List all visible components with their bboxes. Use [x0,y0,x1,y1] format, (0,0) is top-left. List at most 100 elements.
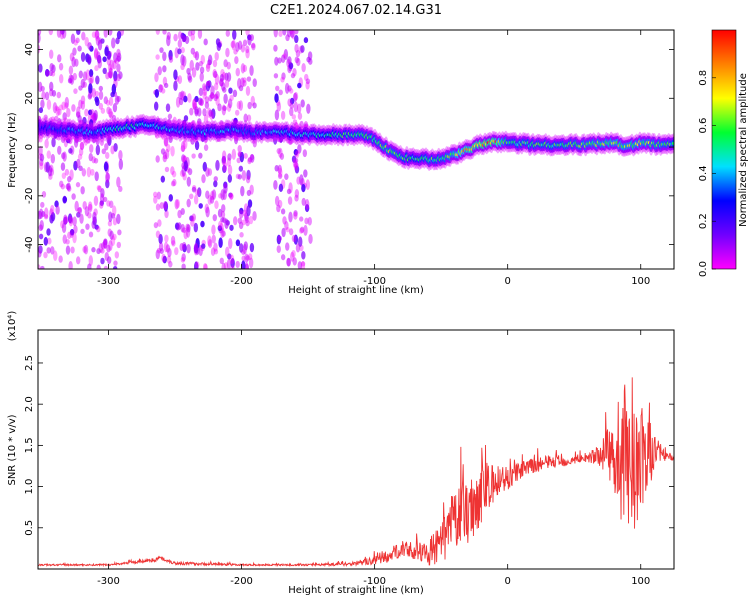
spectrogram-cell [307,216,312,226]
spectrogram-cell [212,68,217,78]
spectrogram-cell [172,178,177,187]
spectrogram-cell [239,243,244,253]
spectrogram-cell [94,30,99,41]
spectrogram-cell [198,87,204,97]
spectrogram-cell [294,165,300,174]
spectrogram-cell [105,72,110,80]
spectrogram-cell [210,93,215,99]
spectrogram-cell [67,231,72,240]
spectrogram-cell [87,54,92,66]
spectrogram-cell [81,168,87,177]
spectrogram-cell [236,157,241,164]
spectrogram-cell [240,77,245,88]
spectrogram-cell [38,63,43,73]
spectrogram-cell [228,192,233,198]
spectrogram-cell [220,217,225,223]
spectrogram-cell [237,144,242,153]
spectrogram-cell [294,162,299,169]
spectrogram-cell [80,100,86,110]
spectrogram-cell [239,151,245,163]
spectrogram-cell [213,248,219,255]
spectrogram-cell [153,222,159,229]
spectrogram-cell [168,135,173,144]
spectrogram-cell [78,99,83,110]
colorbar-tick-label: 0.0 [698,261,709,277]
spectrogram-cell [40,201,45,208]
spectrogram-cell [38,250,42,258]
spectrogram-cell [106,133,111,145]
spectrogram-cell [186,243,191,254]
spectrogram-cell [75,256,81,265]
spectrogram-cell [159,248,164,254]
spectrogram-cell [298,236,303,247]
spectrogram-cell [205,80,211,92]
spectrogram-cell [284,173,289,180]
spectrogram-cell [225,246,230,257]
spectrogram-cell [292,68,297,77]
spectrogram-cell [113,143,118,152]
spectrogram-cell [167,247,172,258]
spectrogram-cell [295,243,301,253]
spectrogram-cell [217,42,222,48]
spectrogram-cell [87,201,93,211]
spectrogram-cell [82,71,88,81]
spectrogram-cell [294,189,300,198]
spectrogram-cell [47,237,52,245]
x-tick-label: 100 [631,276,650,287]
spectrogram-cell [92,211,97,223]
spectrogram-cell [191,153,196,159]
spectrogram-cell [274,93,279,103]
spectrogram-cell [67,176,72,183]
spectrogram-cell [177,48,182,55]
spectrogram-cell [215,91,220,99]
spectrogram-cell [81,31,86,41]
spectrogram-cell [287,196,293,205]
spectrogram-cell [180,145,186,153]
spectrogram-cell [155,249,160,260]
x-tick-label: -200 [230,276,253,287]
spectrogram-cell [193,242,199,254]
spectrogram-cell [227,174,233,183]
spectrogram-cell [160,175,166,183]
spectrogram-cell [39,162,44,170]
spectrogram-cell [280,254,286,261]
spectrogram-cell [177,75,183,85]
spectrogram-cell [96,184,102,191]
spectrogram-cell [68,261,73,269]
spectrogram-cell [184,35,190,45]
spectrogram-cell [191,67,197,78]
spectrogram-cell [293,210,298,217]
spectrogram-y-axis-label: Frequency (Hz) [7,112,18,188]
spectrogram-cell [108,211,113,223]
spectrogram-cell [223,183,228,194]
spectrogram-cell [72,47,77,56]
spectrogram-cell [233,216,238,226]
spectrogram-cell [230,265,235,269]
spectrogram-cell [211,224,216,235]
spectrogram-cell [249,242,255,253]
spectrogram-cell [305,179,310,190]
spectrogram-cell [90,168,95,176]
spectrogram-cell [240,63,246,74]
spectrogram-cell [107,63,113,72]
spectrogram-cell [277,57,282,64]
spectrogram-cell [163,82,169,89]
spectrogram-cell [38,44,41,54]
spectrogram-cell [63,117,68,125]
spectrogram-cell [285,227,290,233]
spectrogram-cell [227,164,233,176]
spectrogram-cell [164,148,170,160]
spectrogram-cell [205,167,210,177]
spectrogram-cell [100,248,105,254]
spectrogram-cell [111,83,117,95]
spectrogram-cell [113,70,118,82]
spectrogram-cell [180,54,185,66]
spectrogram-cell [112,217,118,226]
spectrogram-cell [286,257,291,267]
spectrogram-cell [177,222,182,230]
spectrogram-cell [103,96,109,105]
spectrogram-cell [288,88,294,94]
spectrogram-cell [235,109,240,116]
spectrogram-cell [170,235,176,246]
